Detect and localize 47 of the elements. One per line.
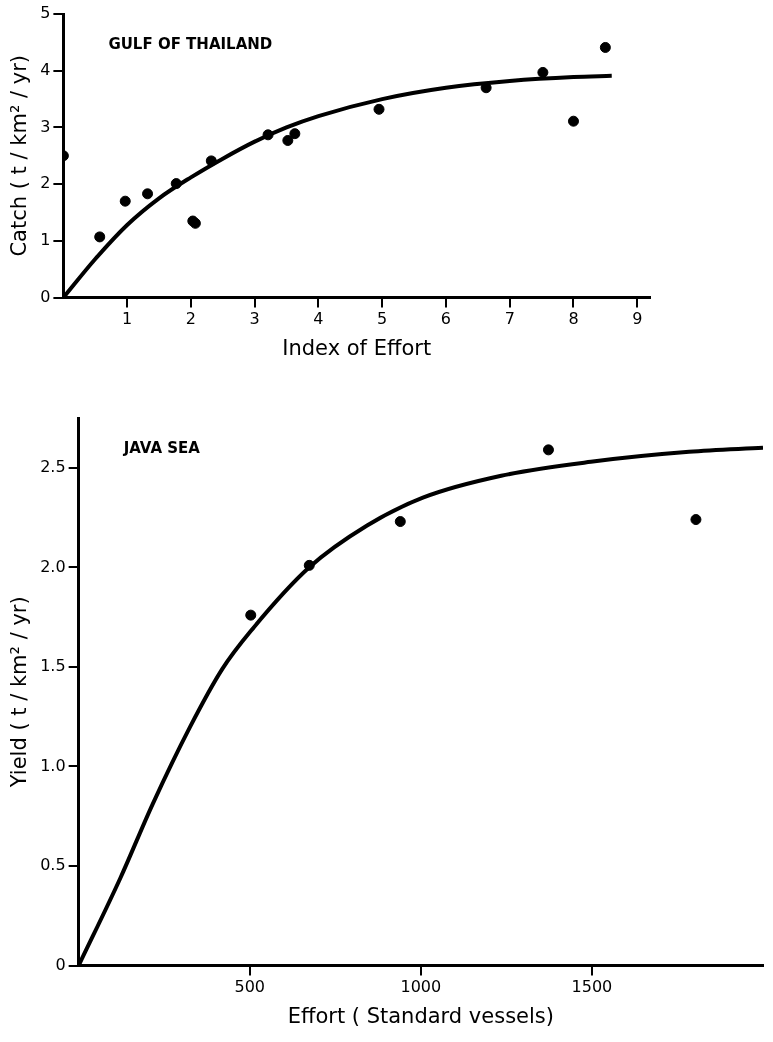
y-tick-label: 1.5 (40, 656, 66, 676)
annotation: GULF OF THAILAND (108, 35, 273, 54)
x-tick-label: 6 (440, 309, 452, 329)
point (542, 444, 554, 456)
x-tick-label: 9 (632, 309, 643, 329)
y-tick-label: 3 (40, 116, 51, 136)
annotation: JAVA SEA (122, 439, 201, 458)
y-tick-label: 2.0 (40, 556, 66, 576)
point (537, 66, 549, 78)
point (142, 188, 154, 200)
y-tick-label: 0 (40, 286, 51, 306)
y-tick-label: 2.5 (40, 456, 66, 476)
point (282, 134, 294, 146)
point (245, 609, 257, 621)
y-tick-label: 0 (55, 954, 66, 974)
point (599, 41, 611, 53)
x-axis-title: Index of Effort (282, 335, 432, 360)
x-tick-label: 500 (234, 977, 266, 997)
x-tick-label: 2 (185, 309, 196, 329)
y-tick-label: 2 (40, 173, 51, 193)
point (690, 514, 702, 526)
point (373, 103, 385, 115)
point (567, 115, 579, 127)
point (205, 155, 217, 167)
point (394, 516, 406, 528)
point (262, 129, 274, 141)
y-axis-title: Catch ( t / km² / yr) (7, 55, 32, 257)
point (170, 178, 182, 190)
point (119, 195, 131, 207)
x-tick-label: 7 (504, 309, 515, 329)
x-tick-label: 1000 (400, 977, 442, 997)
y-tick-label: 5 (40, 3, 51, 23)
point (289, 128, 301, 140)
y-tick-label: 1.0 (40, 755, 66, 775)
y-tick-label: 0.5 (40, 855, 66, 875)
x-tick-label: 3 (249, 309, 260, 329)
y-tick-label: 1 (40, 230, 51, 250)
x-tick-label: 8 (568, 309, 579, 329)
x-tick-label: 1500 (571, 977, 613, 997)
x-tick-label: 4 (313, 309, 324, 329)
x-axis-title: Effort ( Standard vessels) (287, 1003, 554, 1028)
point (303, 559, 315, 571)
point (94, 231, 106, 243)
x-tick-label: 1 (122, 309, 133, 329)
y-tick-label: 4 (40, 59, 51, 79)
x-tick-label: 5 (377, 309, 388, 329)
y-axis-title: Yield ( t / km² / yr) (7, 596, 32, 789)
